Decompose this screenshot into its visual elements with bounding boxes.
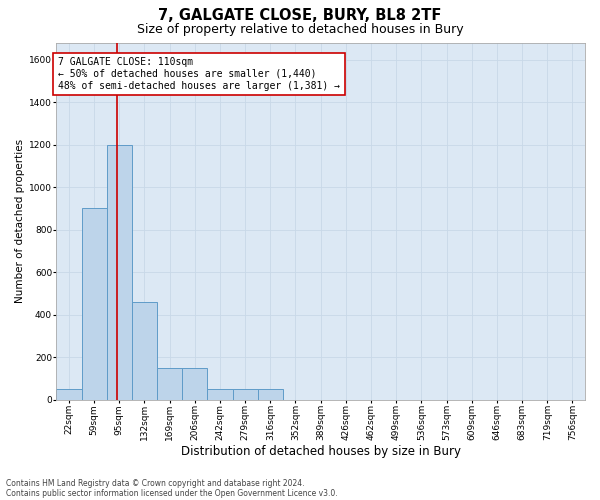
- Bar: [258, 389, 283, 400]
- Bar: [132, 302, 157, 400]
- X-axis label: Distribution of detached houses by size in Bury: Distribution of detached houses by size …: [181, 444, 461, 458]
- Bar: [157, 368, 182, 400]
- Bar: [107, 144, 132, 400]
- Text: Contains public sector information licensed under the Open Government Licence v3: Contains public sector information licen…: [6, 488, 338, 498]
- Bar: [82, 208, 107, 400]
- Bar: [208, 389, 233, 400]
- Y-axis label: Number of detached properties: Number of detached properties: [15, 139, 25, 303]
- Text: Size of property relative to detached houses in Bury: Size of property relative to detached ho…: [137, 22, 463, 36]
- Bar: [233, 389, 258, 400]
- Bar: [56, 389, 82, 400]
- Text: Contains HM Land Registry data © Crown copyright and database right 2024.: Contains HM Land Registry data © Crown c…: [6, 478, 305, 488]
- Bar: [182, 368, 208, 400]
- Text: 7 GALGATE CLOSE: 110sqm
← 50% of detached houses are smaller (1,440)
48% of semi: 7 GALGATE CLOSE: 110sqm ← 50% of detache…: [58, 58, 340, 90]
- Text: 7, GALGATE CLOSE, BURY, BL8 2TF: 7, GALGATE CLOSE, BURY, BL8 2TF: [158, 8, 442, 22]
